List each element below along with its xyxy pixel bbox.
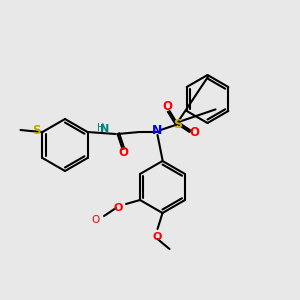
Text: O: O — [153, 232, 162, 242]
Text: N: N — [100, 124, 109, 134]
Text: O: O — [190, 127, 200, 140]
Text: O: O — [92, 215, 100, 225]
Text: H: H — [97, 123, 104, 133]
Text: O: O — [118, 146, 128, 160]
Text: S: S — [32, 124, 41, 137]
Text: S: S — [173, 118, 182, 130]
Text: O: O — [163, 100, 172, 113]
Text: N: N — [152, 124, 163, 137]
Text: O: O — [113, 203, 123, 213]
